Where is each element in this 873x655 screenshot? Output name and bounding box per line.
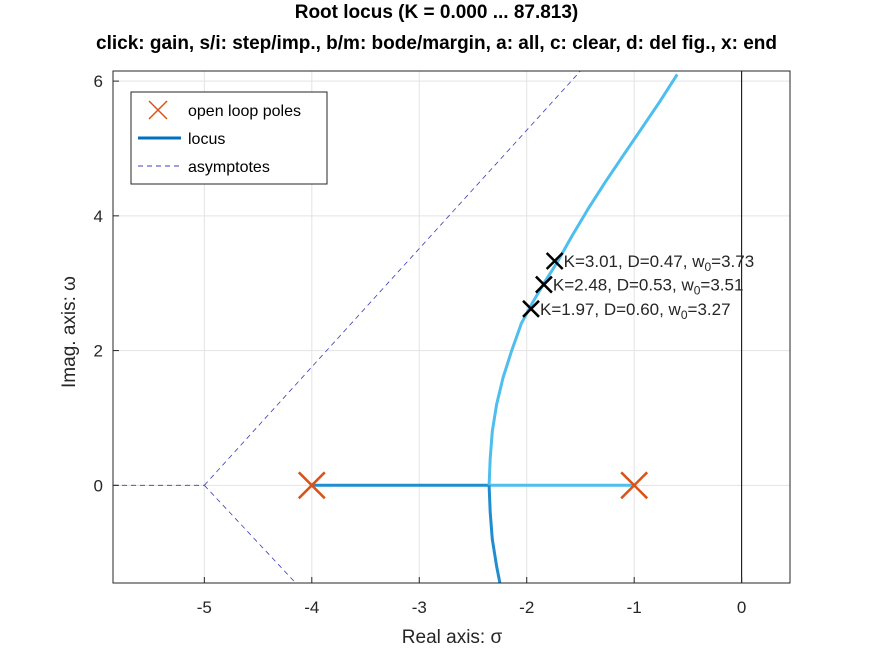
y-tick-label: 4 — [94, 207, 103, 226]
gain-marker-label: K=2.48, D=0.53, w0=3.51 — [553, 276, 744, 298]
legend-entry: open loop poles — [148, 100, 301, 120]
x-tick-label: 0 — [737, 598, 746, 617]
asymptote-line — [204, 485, 296, 584]
legend-label: open loop poles — [188, 103, 301, 120]
x-tick-label: -2 — [519, 598, 534, 617]
gain-marker-label: K=1.97, D=0.60, w0=3.27 — [540, 300, 731, 322]
open-loop-pole — [297, 471, 326, 500]
chart-subtitle: click: gain, s/i: step/imp., b/m: bode/m… — [96, 33, 777, 54]
x-axis-label: Real axis: σ — [402, 627, 503, 648]
axes-frame — [112, 70, 791, 584]
chart-title: Root locus (K = 0.000 ... 87.813) — [294, 2, 579, 23]
gain-marker-cross — [545, 252, 564, 270]
legend-label: locus — [188, 131, 225, 148]
axes-box — [112, 70, 791, 584]
gain-marker: K=2.48, D=0.53, w0=3.51 — [535, 275, 744, 298]
gain-marker: K=1.97, D=0.60, w0=3.27 — [522, 299, 731, 322]
gain-marker-label: K=3.01, D=0.47, w0=3.73 — [564, 252, 755, 274]
legend-entry: asymptotes — [138, 159, 270, 176]
gain-marker-cross — [535, 275, 553, 294]
open-loop-poles — [297, 471, 649, 500]
y-tick-label: 2 — [94, 342, 103, 361]
gain-marker: K=3.01, D=0.47, w0=3.73 — [545, 252, 755, 274]
x-tick-label: -3 — [412, 598, 427, 617]
tick-labels: -5 -4 -3 -2 -1 0 0 2 4 6 — [94, 72, 747, 617]
legend-cross-icon — [148, 100, 168, 120]
legend-label: asymptotes — [188, 159, 270, 176]
y-tick-label: 6 — [94, 72, 103, 91]
x-tick-label: -1 — [627, 598, 642, 617]
pole-cross-stroke — [297, 471, 326, 500]
gain-markers: K=3.01, D=0.47, w0=3.73K=2.48, D=0.53, w… — [522, 252, 755, 322]
y-axis-label: Imag. axis: ω — [59, 276, 80, 388]
legend: open loop poles locus asymptotes — [130, 91, 328, 185]
open-loop-pole — [620, 471, 649, 500]
y-tick-label: 0 — [94, 476, 103, 495]
locus — [311, 73, 679, 584]
gain-marker-cross — [522, 299, 540, 318]
asymptotes — [113, 70, 581, 584]
locus-branch — [487, 485, 502, 584]
pole-cross-stroke — [620, 471, 649, 500]
legend-entry: locus — [138, 131, 225, 148]
x-tick-label: -5 — [197, 598, 212, 617]
x-tick-label: -4 — [304, 598, 319, 617]
asymptote-line — [204, 70, 581, 486]
